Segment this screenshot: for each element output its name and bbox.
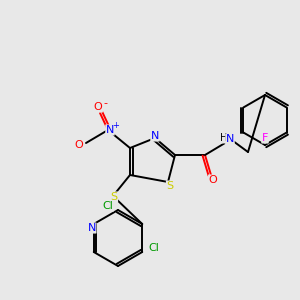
Text: H: H bbox=[220, 133, 228, 143]
Text: O: O bbox=[94, 102, 102, 112]
Text: N: N bbox=[106, 125, 114, 135]
Text: +: + bbox=[112, 122, 119, 130]
Text: S: S bbox=[110, 192, 118, 202]
Text: -: - bbox=[103, 98, 107, 108]
Text: S: S bbox=[167, 181, 174, 191]
Text: O: O bbox=[208, 175, 217, 185]
Text: O: O bbox=[75, 140, 83, 150]
Text: Cl: Cl bbox=[149, 243, 160, 253]
Text: F: F bbox=[262, 133, 268, 143]
Text: N: N bbox=[88, 223, 96, 233]
Text: N: N bbox=[226, 134, 234, 144]
Text: Cl: Cl bbox=[103, 201, 113, 211]
Text: N: N bbox=[151, 131, 159, 141]
